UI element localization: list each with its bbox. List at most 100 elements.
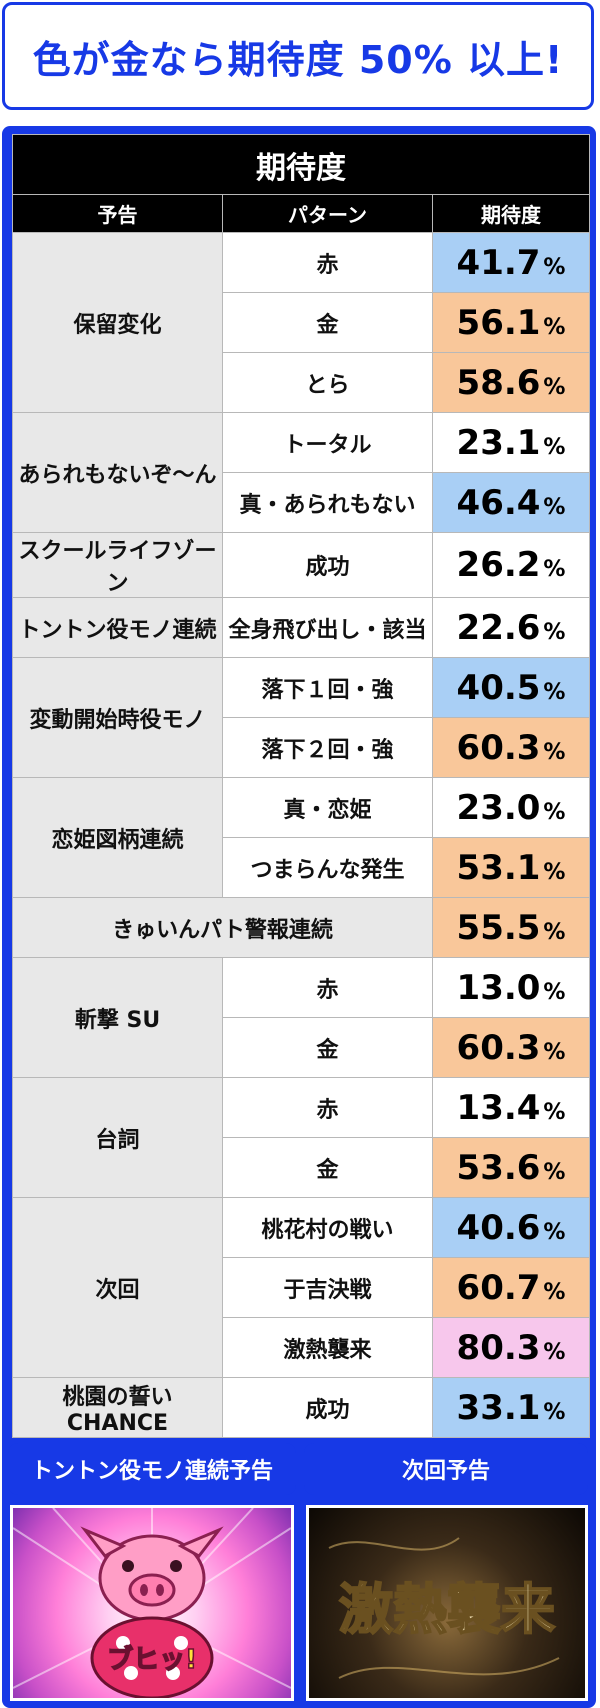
expectation-number: 55.5 [456, 907, 541, 948]
expectation-value-cell: 56.1% [431, 292, 591, 353]
pattern-cell: 全身飛び出し・該当 [222, 597, 433, 658]
pattern-cell: 赤 [222, 232, 433, 293]
percent-sign: % [543, 1339, 566, 1365]
table-row: 真・あられもない 46.4% [13, 472, 591, 533]
notice-category-cell: 恋姫図柄連続 [12, 777, 223, 898]
percent-sign: % [543, 374, 566, 400]
pig-character-illustration: ブヒッ! [13, 1508, 291, 1698]
pattern-cell: 真・恋姫 [222, 777, 433, 838]
expectation-number: 58.6 [456, 362, 541, 403]
percent-sign: % [543, 979, 566, 1005]
expectation-value-cell: 41.7% [431, 232, 591, 293]
percent-sign: % [543, 739, 566, 765]
expectation-number: 60.3 [456, 727, 541, 768]
table-body: 保留変化赤 41.7% 金 56.1% とら 58.6% あられもないぞ〜ん トータル 23.1… [12, 232, 591, 1438]
expectation-value-cell: 58.6% [431, 352, 591, 413]
expectation-value-cell: 22.6% [431, 597, 591, 658]
pattern-cell: トータル [222, 412, 433, 473]
table-row: とら 58.6% [13, 352, 591, 413]
pig-speech-text: ブヒッ! [107, 1644, 197, 1675]
expectation-value-cell: 26.2% [431, 532, 591, 598]
next-screenshot-image: 激熱襲来 [306, 1505, 588, 1701]
table-row: 保留変化赤 41.7% [12, 232, 591, 413]
table-row: 金 56.1% [13, 292, 591, 353]
notice-category-cell: きゅいんパト警報連続 [12, 897, 433, 958]
pattern-cell: 落下１回・強 [222, 657, 433, 718]
expectation-value-cell: 13.0% [431, 957, 591, 1018]
notice-category-cell: トントン役モノ連続 [12, 597, 223, 658]
expectation-number: 56.1 [456, 302, 541, 343]
expectation-value-cell: 53.1% [431, 837, 591, 898]
expectation-value-cell: 80.3% [431, 1317, 591, 1378]
expectation-value-cell: 46.4% [431, 472, 591, 533]
expectation-number: 22.6 [456, 607, 541, 648]
table-row: 桃園の誓い CHANCE 成功 33.1% [12, 1377, 591, 1438]
tonton-screenshot-image: ブヒッ! [10, 1505, 294, 1701]
expectation-value-cell: 60.7% [431, 1257, 591, 1318]
expectation-number: 46.4 [456, 482, 541, 523]
expectation-number: 53.6 [456, 1147, 541, 1188]
expectation-number: 13.0 [456, 967, 541, 1008]
table-row: 恋姫図柄連続 真・恋姫 23.0% [12, 777, 591, 898]
expectation-value-cell: 23.1% [431, 412, 591, 473]
percent-sign: % [543, 619, 566, 645]
expectation-panel: 期待度 予告 パターン 期待度 保留変化赤 41.7% 金 56.1% とら 58.6% あ… [2, 126, 596, 1708]
expectation-value-cell: 40.6% [431, 1197, 591, 1258]
table-row: 次回 桃花村の戦い 40.6% [12, 1197, 591, 1378]
expectation-number: 26.2 [456, 545, 541, 585]
column-header-pattern: パターン [222, 194, 433, 233]
table-row: 于吉決戦 60.7% [13, 1257, 591, 1318]
notice-category-cell: 台詞 [12, 1077, 223, 1198]
expectation-value-cell: 13.4% [431, 1077, 591, 1138]
expectation-number: 13.4 [456, 1087, 541, 1128]
pattern-cell: 真・あられもない [222, 472, 433, 533]
expectation-value-cell: 53.6% [431, 1137, 591, 1198]
notice-category-cell: 変動開始時役モノ [12, 657, 223, 778]
tonton-notice-button[interactable]: トントン役モノ連続予告 [8, 1443, 296, 1495]
gold-calligraphy-illustration: 激熱襲来 [328, 1537, 560, 1679]
percent-sign: % [543, 1399, 566, 1425]
expectation-value-cell: 33.1% [431, 1377, 591, 1438]
table-row: あられもないぞ〜ん トータル 23.1% [12, 412, 591, 533]
expectation-number: 33.1 [456, 1387, 541, 1428]
notice-category-cell: 斬撃 SU [12, 957, 223, 1078]
expectation-number: 60.7 [456, 1267, 541, 1308]
pattern-cell: 赤 [222, 957, 433, 1018]
notice-category-cell: 保留変化 [12, 232, 223, 413]
expectation-table: 期待度 予告 パターン 期待度 保留変化赤 41.7% 金 56.1% とら 58.6% あ… [11, 134, 591, 1438]
percent-sign: % [543, 434, 566, 460]
next-notice-button[interactable]: 次回予告 [304, 1443, 588, 1495]
table-row: 激熱襲来 80.3% [13, 1317, 591, 1378]
pattern-cell: 桃花村の戦い [222, 1197, 433, 1258]
percent-sign: % [543, 799, 566, 825]
notice-category-cell: 桃園の誓い CHANCE [12, 1377, 223, 1438]
expectation-number: 53.1 [456, 847, 541, 888]
pattern-cell: とら [222, 352, 433, 413]
percent-sign: % [543, 919, 566, 945]
percent-sign: % [543, 679, 566, 705]
header-text: 色が金なら期待度 50% 以上! [32, 37, 564, 82]
percent-sign: % [543, 1099, 566, 1125]
table-row: 斬撃 SU 赤 13.0% [12, 957, 591, 1078]
column-header-notice: 予告 [12, 194, 223, 233]
pattern-cell: 赤 [222, 1077, 433, 1138]
notice-category-cell: スクールライフゾーン [12, 532, 223, 598]
pattern-cell: 金 [222, 292, 433, 353]
percent-sign: % [543, 254, 566, 280]
table-row: きゅいんパト警報連続 55.5% [12, 897, 591, 958]
pattern-cell: 金 [222, 1017, 433, 1078]
expectation-number: 60.3 [456, 1027, 541, 1068]
pattern-cell: 成功 [222, 532, 433, 598]
percent-sign: % [543, 314, 566, 340]
table-title: 期待度 [11, 134, 591, 195]
percent-sign: % [543, 1219, 566, 1245]
table-row: 金 60.3% [13, 1017, 591, 1078]
expectation-value-cell: 23.0% [431, 777, 591, 838]
percent-sign: % [543, 1279, 566, 1305]
pattern-cell: 落下２回・強 [222, 717, 433, 778]
pattern-cell: つまらんな発生 [222, 837, 433, 898]
expectation-number: 23.1 [456, 422, 541, 463]
percent-sign: % [543, 494, 566, 520]
notice-category-cell: あられもないぞ〜ん [12, 412, 223, 533]
gold-calligraphy-text: 激熱襲来 [339, 1577, 555, 1641]
